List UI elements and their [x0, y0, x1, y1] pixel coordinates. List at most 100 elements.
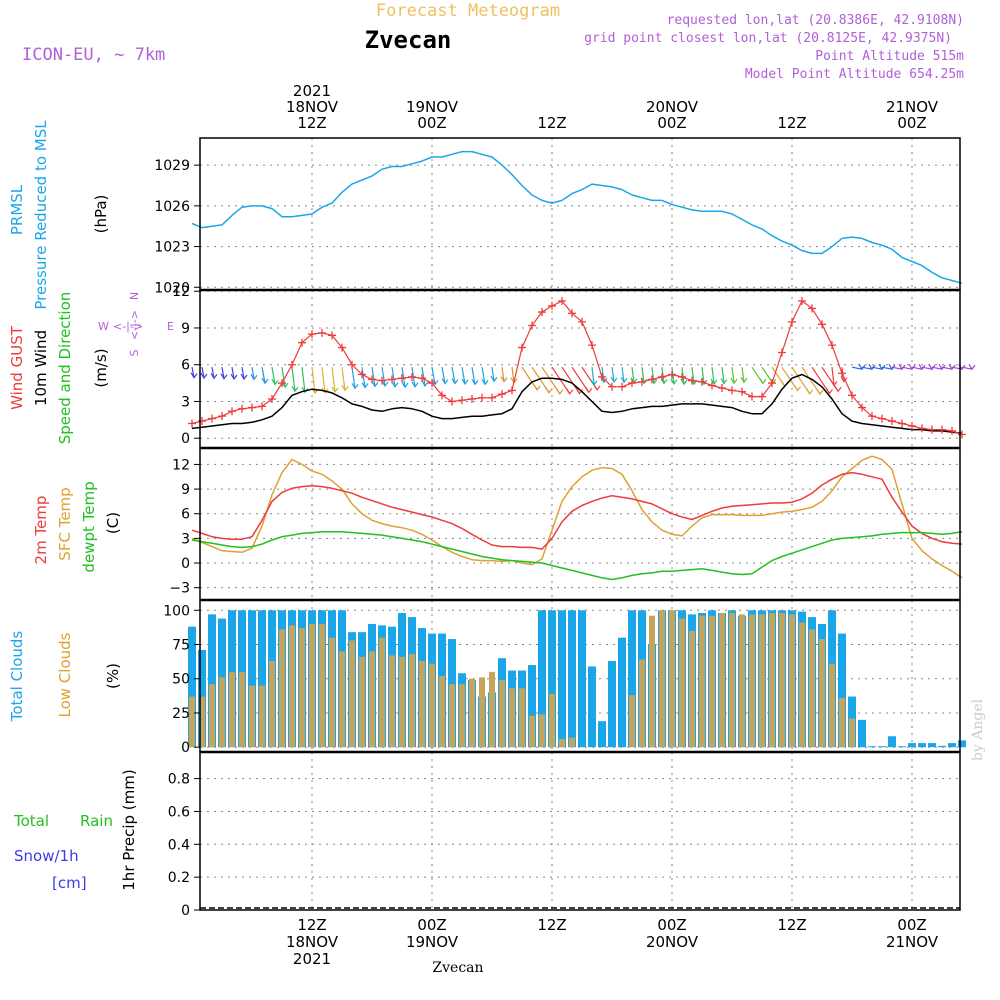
low-cloud-bar: [559, 738, 565, 748]
wind-gust-point: [898, 419, 906, 428]
low-cloud-bar: [309, 623, 315, 748]
wind-gust-point: [778, 348, 786, 357]
wind-gust-point: [198, 417, 206, 426]
wind-gust-label: Wind GUST: [8, 325, 26, 410]
wind-direction-arrow: [911, 363, 926, 371]
pressure-label-msl: Pressure Reduced to MSL: [32, 120, 50, 310]
wind-gust-point: [648, 375, 656, 384]
ytick-label-cloud: 0: [181, 740, 190, 756]
wind-direction-arrow: [401, 367, 409, 389]
wind-arrow-head: [806, 388, 814, 395]
wind-arrow-head: [948, 363, 956, 371]
wind-arrow-shaft: [591, 367, 595, 385]
top-time-label: 18NOV: [286, 98, 339, 116]
low-cloud-bar: [509, 688, 515, 748]
wind-gust-point: [728, 386, 736, 395]
wind-arrow-shaft: [631, 367, 635, 383]
wind-gust-point: [578, 317, 586, 326]
wind-arrow-head: [720, 378, 728, 385]
wind-direction-arrow: [371, 367, 379, 388]
wind-arrow-shaft: [931, 366, 943, 370]
top-time-label: 00Z: [417, 114, 446, 132]
wind-gust-point: [868, 412, 876, 421]
wind-gust-point: [698, 377, 706, 386]
wind-gust-point: [398, 374, 406, 383]
wind-gust-point: [598, 372, 606, 381]
wind-gust-point: [858, 403, 866, 412]
wind-direction-arrow: [901, 363, 916, 371]
wind-arrow-shaft: [281, 367, 286, 388]
wind-direction-arrow: [490, 367, 498, 383]
wind-arrow-head: [490, 375, 498, 383]
total-cloud-bar: [568, 610, 576, 748]
wind-gust-point: [548, 301, 556, 310]
cloud-unit: (%): [104, 663, 122, 689]
wind-gust-point: [448, 397, 456, 406]
gridpoint-coords: grid point closest lon,lat (20.8125E, 42…: [584, 31, 952, 46]
ytick-label-precip: 0.4: [168, 837, 190, 853]
wind-gust-point: [958, 430, 966, 439]
low-cloud-bar: [809, 629, 815, 748]
low-cloud-bar: [249, 685, 255, 748]
wind-gust-point: [278, 379, 286, 388]
wind-arrow-head: [411, 381, 419, 388]
wind-arrow-shaft: [921, 366, 933, 370]
wind-arrow-shaft: [461, 367, 466, 385]
temp2m-line: [191, 471, 963, 550]
low-cloud-bar: [339, 651, 345, 748]
low-cloud-bar: [529, 715, 535, 748]
wind-gust-point: [938, 425, 946, 434]
wind-arrow-shaft: [711, 367, 715, 384]
low-cloud-bar: [719, 613, 725, 748]
wind-arrow-head: [593, 384, 601, 391]
low-cloud-bar: [519, 688, 525, 748]
wind-gust-point: [188, 419, 196, 428]
panel-frame-wind: [199, 289, 961, 449]
wind-gust-point: [928, 425, 936, 434]
wind-direction-arrow: [261, 367, 269, 385]
wind-direction-arrow: [670, 367, 678, 385]
total-cloud-bar: [248, 610, 256, 748]
total-cloud-bar: [858, 719, 866, 748]
wind-arrow-head: [351, 383, 359, 390]
wind-direction-arrow: [751, 366, 767, 385]
wind-arrow-head: [590, 379, 598, 386]
wind-gust-point: [808, 304, 816, 313]
ytick-label-precip: 0: [181, 903, 190, 919]
wind-direction-arrow: [821, 366, 842, 393]
wind-gust-point: [438, 391, 446, 400]
pressure-line: [191, 150, 963, 284]
wind-direction-arrow: [590, 367, 598, 386]
dewpt-line: [191, 531, 963, 581]
wind-arrow-head: [210, 373, 218, 380]
wind-direction-arrow: [551, 366, 574, 395]
wind-arrow-head: [230, 373, 238, 381]
wind-arrow-shaft: [231, 367, 235, 380]
low-cloud-bar: [629, 695, 635, 748]
wind-arrow-shaft: [681, 367, 685, 385]
wind-direction-arrow: [620, 367, 628, 384]
wind-direction-arrow: [710, 367, 718, 385]
wind-direction-arrow: [200, 367, 208, 380]
wind-arrow-shaft: [211, 367, 215, 379]
wind-arrow-head: [421, 380, 429, 388]
wind-arrow-head: [938, 363, 946, 371]
footer-location: Zvecan: [432, 960, 483, 976]
wind-arrow-head: [391, 381, 399, 388]
ytick-label-pressure: 1023: [154, 240, 190, 256]
compass-arrows: <-|->: [113, 320, 143, 333]
wind-direction-arrow: [531, 366, 553, 394]
top-time-label: 00Z: [897, 114, 926, 132]
low-cloud-bar: [839, 697, 845, 748]
wind-arrow-head: [200, 372, 208, 380]
wind-gust-point: [228, 407, 236, 416]
low-cloud-bar: [239, 671, 245, 748]
wind-direction-arrow: [781, 366, 802, 392]
wind-arrow-shaft: [901, 366, 913, 370]
low-cloud-bar: [689, 630, 695, 748]
total-cloud-bar: [938, 745, 946, 748]
low-cloud-bar: [479, 677, 485, 748]
wind-arrow-head: [220, 373, 228, 380]
total-cloud-bar: [528, 665, 536, 748]
wind-arrow-head: [381, 380, 389, 388]
